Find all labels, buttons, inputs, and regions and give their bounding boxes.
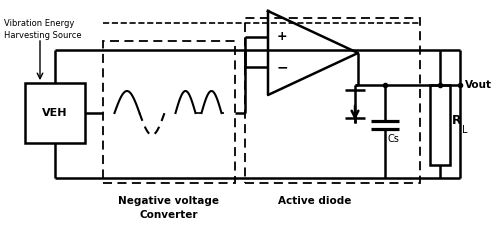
Bar (25, 83, 85, 143)
Text: L: L (462, 125, 468, 135)
Bar (172, 58, 227, 168)
Bar (103, 41, 235, 183)
Bar (245, 18, 420, 183)
Text: +: + (276, 31, 287, 44)
Text: Cs: Cs (388, 134, 400, 144)
Text: Vout: Vout (465, 80, 492, 90)
Bar (110, 58, 165, 168)
Bar (430, 85, 450, 165)
Text: Harvesting Source: Harvesting Source (4, 31, 82, 40)
Text: Active diode: Active diode (278, 196, 351, 206)
Text: Negative voltage: Negative voltage (118, 196, 220, 206)
Text: −: − (276, 60, 288, 74)
Text: Converter: Converter (140, 210, 198, 220)
Text: VEH: VEH (42, 108, 68, 118)
Text: Vibration Energy: Vibration Energy (4, 18, 74, 27)
Text: R: R (452, 114, 462, 127)
